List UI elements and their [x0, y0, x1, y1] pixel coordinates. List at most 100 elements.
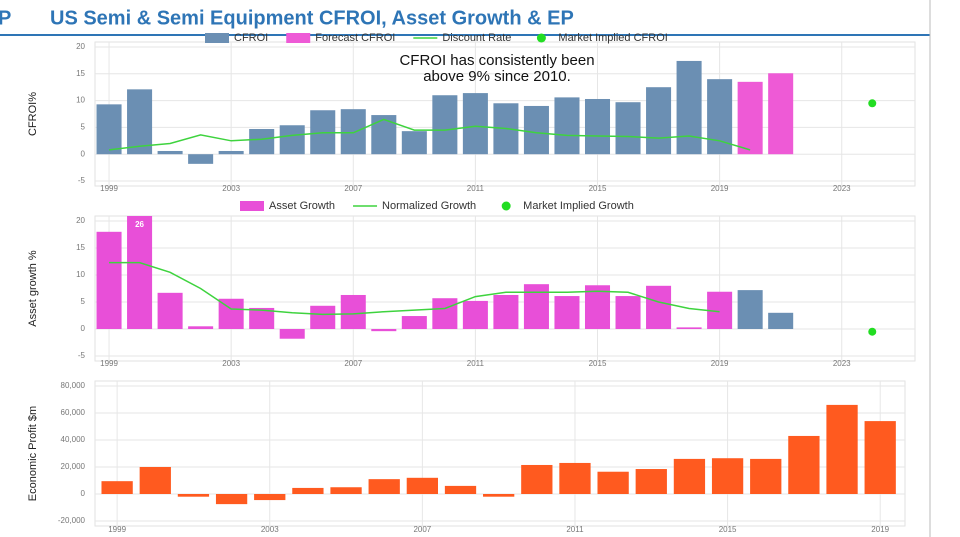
x-tick-label: 2023	[833, 184, 851, 193]
bar	[218, 150, 244, 155]
bar	[584, 285, 611, 329]
bar	[330, 487, 362, 494]
legend-swatch	[240, 201, 264, 211]
x-tick-label: 2003	[222, 359, 240, 368]
legend-swatch	[205, 33, 229, 43]
bar	[279, 125, 305, 155]
bar	[737, 81, 763, 155]
bar	[707, 79, 733, 155]
x-tick-label: 2007	[344, 184, 362, 193]
point	[868, 99, 877, 108]
y-axis-label: Economic Profit $m	[27, 406, 39, 501]
bar	[768, 73, 794, 155]
bar	[401, 316, 427, 329]
x-tick-label: 1999	[100, 184, 118, 193]
bar	[615, 296, 641, 329]
bar	[673, 458, 706, 494]
x-tick-label: 2003	[222, 184, 240, 193]
y-tick-label: 15	[76, 69, 85, 78]
y-axis-label: Asset growth %	[27, 250, 39, 327]
bar	[401, 131, 427, 155]
bar	[279, 329, 305, 339]
bar	[249, 307, 275, 329]
legend-label: CFROI	[234, 32, 268, 44]
y-tick-label: 20	[76, 42, 85, 51]
x-tick-label: 2011	[566, 525, 584, 534]
bar	[310, 305, 336, 329]
bar	[432, 298, 458, 329]
y-tick-label: -5	[78, 351, 86, 360]
annotation: CFROI has consistently been	[399, 52, 594, 69]
bar	[157, 150, 183, 155]
x-tick-label: 2011	[467, 359, 485, 368]
plot-area	[94, 215, 916, 362]
bar	[371, 115, 397, 155]
x-tick-label: 2015	[589, 184, 607, 193]
y-tick-label: -20,000	[58, 516, 86, 525]
bar	[676, 327, 702, 329]
bar	[254, 494, 286, 501]
bar	[559, 462, 591, 494]
y-tick-label: 10	[76, 270, 85, 279]
y-tick-label: 80,000	[61, 381, 86, 390]
bar	[483, 494, 515, 497]
bar	[523, 284, 549, 329]
y-tick-label: 0	[81, 149, 86, 158]
legend-label: Discount Rate	[442, 32, 511, 44]
bar	[554, 97, 580, 155]
y-tick-label: -5	[78, 176, 86, 185]
bar	[188, 154, 214, 164]
y-axis-label: CFROI%	[27, 92, 39, 136]
bar	[177, 494, 210, 497]
x-tick-label: 2011	[467, 184, 485, 193]
x-tick-label: 2003	[261, 525, 279, 534]
bar	[462, 300, 488, 329]
bar	[127, 89, 153, 155]
bar	[368, 479, 400, 494]
bar	[750, 458, 782, 494]
legend-swatch	[286, 33, 311, 43]
y-tick-label: 60,000	[61, 408, 86, 417]
bar	[292, 487, 324, 494]
bar	[462, 93, 488, 155]
bar	[188, 326, 214, 329]
bar	[127, 216, 153, 329]
bar	[157, 292, 183, 329]
point	[868, 327, 877, 336]
x-tick-label: 2007	[413, 525, 431, 534]
header-fragment: P	[0, 7, 11, 29]
y-tick-label: 15	[76, 243, 85, 252]
bar	[826, 404, 858, 494]
bar	[737, 290, 763, 329]
bar	[101, 481, 133, 494]
bar	[521, 464, 553, 494]
bar	[584, 98, 611, 155]
bar	[139, 467, 171, 494]
annotation: above 9% since 2010.	[423, 68, 571, 85]
marks	[101, 404, 896, 505]
x-tick-label: 2015	[589, 359, 607, 368]
y-tick-label: 40,000	[61, 435, 86, 444]
bar	[444, 485, 477, 494]
bar-value-label: 26	[135, 220, 144, 229]
legend-label: Market Implied Growth	[523, 200, 634, 212]
legend-label: Asset Growth	[269, 200, 335, 212]
legend-label: Normalized Growth	[382, 200, 476, 212]
x-tick-label: 2007	[344, 359, 362, 368]
bar	[646, 87, 672, 155]
bar	[646, 285, 672, 329]
line	[109, 261, 720, 316]
bar	[523, 105, 549, 155]
bar	[215, 494, 248, 505]
bar	[554, 296, 580, 329]
plot-area	[94, 380, 906, 527]
x-tick-label: 2019	[711, 184, 729, 193]
x-tick-label: 2019	[711, 359, 729, 368]
bar	[371, 329, 397, 332]
bar	[340, 109, 366, 155]
x-tick-label: 2023	[833, 359, 851, 368]
line	[108, 118, 751, 151]
bar	[597, 471, 629, 494]
bar	[615, 102, 641, 155]
